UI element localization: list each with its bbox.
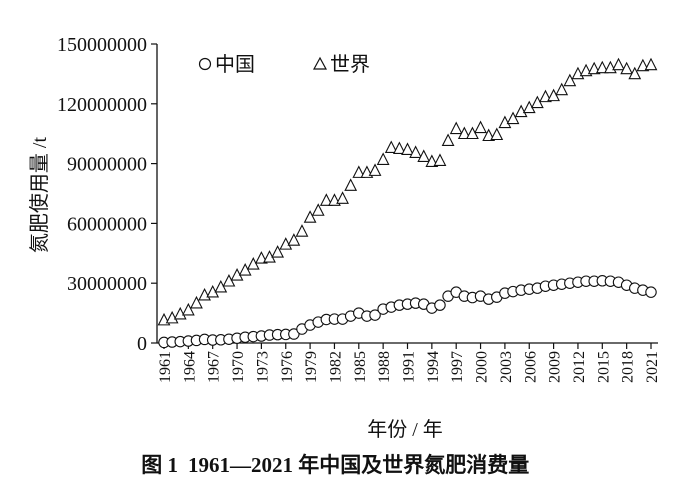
- x-tick-label: 2000: [474, 351, 491, 383]
- y-tick-label: 60000000: [67, 213, 147, 235]
- x-tick-label: 1985: [352, 351, 369, 383]
- world-data-point: [336, 191, 349, 204]
- world-data-point: [368, 163, 382, 176]
- world-data-point: [409, 145, 423, 158]
- x-tick-label: 2006: [522, 351, 539, 383]
- y-tick-label: 120000000: [57, 94, 147, 116]
- china-data-point: [288, 328, 300, 340]
- world-data-point: [425, 154, 439, 167]
- world-data-point: [555, 82, 569, 96]
- world-data-point: [644, 57, 658, 71]
- x-ticks: 1961 1964 1967 1970 1973 1976 1979 1982 1985 1988…: [157, 343, 661, 383]
- china-data-point: [434, 299, 446, 311]
- world-data-point: [344, 178, 358, 191]
- y-tick-label: 30000000: [67, 273, 147, 295]
- legend: 中国 世界: [198, 53, 370, 76]
- world-data-point: [466, 126, 479, 140]
- x-tick-label: 1991: [401, 351, 418, 383]
- world-data-point: [628, 66, 642, 80]
- world-data-point: [474, 120, 487, 134]
- world-data-point: [441, 133, 455, 147]
- x-tick-label: 1988: [376, 351, 393, 383]
- x-tick-label: 2021: [644, 351, 661, 383]
- world-data-point: [214, 279, 228, 293]
- x-tick-label: 1979: [303, 351, 320, 383]
- world-data-point: [190, 295, 203, 309]
- world-data-point: [612, 57, 625, 71]
- x-tick-label: 2012: [571, 351, 588, 383]
- world-data-point: [255, 251, 268, 264]
- y-tick-label: 150000000: [57, 34, 147, 56]
- y-tick-label: 0: [137, 333, 147, 355]
- world-data-point: [238, 263, 252, 276]
- legend-world-marker: [312, 56, 328, 70]
- world-data-point: [449, 121, 463, 135]
- world-data-point: [620, 61, 634, 75]
- world-data-point: [246, 257, 260, 270]
- world-data-point: [547, 88, 560, 102]
- world-data-point: [181, 302, 195, 316]
- world-data-point: [311, 203, 325, 216]
- legend-world-label: 世界: [330, 53, 370, 76]
- x-tick-label: 1961: [157, 351, 174, 383]
- series-world: [157, 57, 658, 326]
- x-tick-label: 1967: [206, 351, 223, 383]
- x-axis-title: 年份 / 年: [367, 418, 443, 441]
- world-data-point: [295, 224, 309, 237]
- legend-china-marker: [198, 57, 212, 71]
- world-data-point: [319, 193, 333, 206]
- x-tick-label: 1964: [181, 351, 198, 383]
- world-data-point: [563, 73, 577, 87]
- x-tick-label: 2003: [498, 351, 515, 383]
- world-data-point: [376, 152, 390, 165]
- x-tick-label: 1973: [254, 351, 271, 383]
- x-tick-label: 2015: [595, 351, 612, 383]
- world-data-point: [417, 149, 431, 162]
- x-tick-label: 2009: [547, 351, 564, 383]
- x-tick-label: 1976: [279, 351, 296, 383]
- x-tick-label: 1970: [230, 351, 247, 383]
- y-ticks: 0 30000000 60000000 90000000 120000000 150000…: [57, 34, 157, 355]
- world-data-point: [506, 111, 520, 125]
- world-data-point: [482, 128, 496, 142]
- world-data-point: [587, 61, 601, 75]
- y-axis-title: 氮肥使用量 /t: [28, 137, 51, 254]
- world-data-point: [490, 127, 504, 141]
- figure-caption-text: 1961—2021 年中国及世界氮肥消费量: [188, 453, 529, 477]
- world-data-point: [457, 126, 471, 140]
- world-data-point: [433, 153, 447, 166]
- world-data-point: [384, 140, 398, 154]
- world-data-point: [222, 273, 236, 287]
- world-data-point: [595, 60, 609, 74]
- figure-caption-label: 图 1: [141, 453, 178, 477]
- x-tick-label: 1997: [449, 351, 466, 383]
- world-data-point: [636, 58, 650, 72]
- china-data-point: [645, 286, 657, 298]
- world-data-point: [392, 141, 406, 154]
- world-data-point: [530, 95, 544, 109]
- x-tick-label: 1982: [327, 351, 344, 383]
- world-data-point: [401, 142, 414, 155]
- x-tick-label: 1994: [425, 351, 442, 383]
- legend-china-label: 中国: [215, 53, 255, 76]
- y-tick-label: 90000000: [67, 154, 147, 176]
- world-data-point: [539, 89, 552, 103]
- x-tick-label: 2018: [620, 351, 637, 383]
- world-data-point: [303, 210, 317, 223]
- plot-frame: [156, 44, 658, 344]
- series-china: [158, 275, 657, 349]
- series-layer: [157, 57, 658, 349]
- china-data-point: [369, 309, 381, 321]
- world-data-point: [271, 245, 285, 258]
- world-data-point: [352, 165, 366, 178]
- world-data-point: [287, 233, 301, 246]
